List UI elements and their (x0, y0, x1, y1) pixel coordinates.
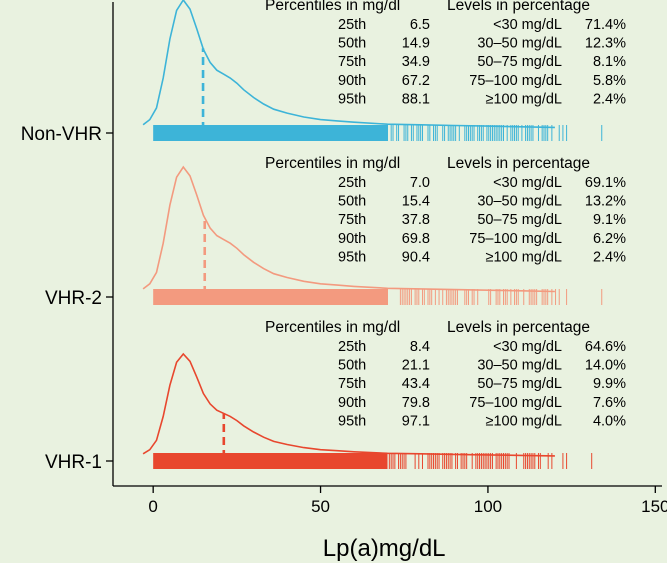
percentile-label: 75th (338, 212, 366, 228)
percentile-value: 15.4 (402, 194, 430, 210)
percentile-label: 95th (338, 413, 366, 429)
level-percentage: 7.6% (593, 395, 626, 411)
group-vhr-2: VHR-2 Percentiles in mg/dl Levels in perce… (45, 155, 626, 309)
level-percentage: 8.1% (593, 54, 626, 70)
level-percentage: 71.4% (585, 17, 626, 33)
percentile-value: 97.1 (402, 413, 430, 429)
level-percentage: 4.0% (593, 413, 626, 429)
level-range: 75–100 mg/dL (469, 395, 562, 411)
level-percentage: 9.9% (593, 376, 626, 392)
percentile-label: 25th (338, 339, 366, 355)
group-label: Non-VHR (21, 124, 102, 145)
group-label: VHR-1 (45, 452, 102, 473)
level-percentage: 14.0% (585, 358, 626, 374)
level-range: ≥100 mg/dL (486, 91, 562, 107)
x-axis-title: Lp(a)mg/dL (323, 535, 446, 562)
levels-header: Levels in percentage (447, 0, 590, 14)
x-tick-label: 150 (641, 497, 667, 516)
level-range: 50–75 mg/dL (477, 54, 562, 70)
level-range: 30–50 mg/dL (477, 36, 562, 52)
percentile-value: 90.4 (402, 249, 430, 265)
level-range: ≥100 mg/dL (486, 249, 562, 265)
level-percentage: 64.6% (585, 339, 626, 355)
x-tick-label: 50 (311, 497, 330, 516)
percentile-header: Percentiles in mg/dl (265, 319, 400, 336)
percentile-label: 50th (338, 358, 366, 374)
percentile-value: 7.0 (410, 175, 430, 191)
percentile-label: 50th (338, 194, 366, 210)
group-label: VHR-2 (45, 288, 102, 309)
percentile-label: 90th (338, 395, 366, 411)
level-range: 30–50 mg/dL (477, 194, 562, 210)
percentile-label: 75th (338, 54, 366, 70)
percentile-label: 75th (338, 376, 366, 392)
level-range: 30–50 mg/dL (477, 358, 562, 374)
group-panels: Non-VHR Percentiles in mg/dl Levels in per… (21, 0, 626, 473)
density-curve (142, 0, 555, 129)
level-percentage: 12.3% (585, 36, 626, 52)
level-percentage: 2.4% (593, 91, 626, 107)
level-range: <30 mg/dL (493, 17, 562, 33)
level-percentage: 9.1% (593, 212, 626, 228)
level-range: 50–75 mg/dL (477, 376, 562, 392)
percentile-value: 69.8 (402, 231, 430, 247)
percentile-header: Percentiles in mg/dl (265, 0, 400, 14)
density-curve (142, 165, 555, 293)
x-tick-label: 0 (148, 497, 157, 516)
level-percentage: 5.8% (593, 73, 626, 89)
percentile-label: 95th (338, 91, 366, 107)
percentile-label: 50th (338, 36, 366, 52)
percentile-label: 25th (338, 17, 366, 33)
rug-dense-band (153, 289, 388, 305)
level-percentage: 6.2% (593, 231, 626, 247)
level-range: <30 mg/dL (493, 175, 562, 191)
percentile-header: Percentiles in mg/dl (265, 155, 400, 172)
percentile-value: 34.9 (402, 54, 430, 70)
percentile-value: 88.1 (402, 91, 430, 107)
level-range: 75–100 mg/dL (469, 73, 562, 89)
rug-dense-band (153, 125, 388, 141)
percentile-label: 90th (338, 73, 366, 89)
level-percentage: 2.4% (593, 249, 626, 265)
level-range: 50–75 mg/dL (477, 212, 562, 228)
x-tick-label: 100 (474, 497, 502, 516)
rug-dense-band (153, 453, 388, 469)
level-range: <30 mg/dL (493, 339, 562, 355)
percentile-value: 14.9 (402, 36, 430, 52)
axes: 0 50 100 150 Lp(a)mg/dL (112, 2, 667, 562)
percentile-label: 90th (338, 231, 366, 247)
percentile-value: 6.5 (410, 17, 430, 33)
level-percentage: 69.1% (585, 175, 626, 191)
percentile-value: 8.4 (410, 339, 430, 355)
group-non-vhr: Non-VHR Percentiles in mg/dl Levels in per… (21, 0, 626, 145)
percentile-value: 43.4 (402, 376, 430, 392)
levels-header: Levels in percentage (447, 155, 590, 172)
percentile-value: 21.1 (402, 358, 430, 374)
percentile-label: 25th (338, 175, 366, 191)
percentile-label: 95th (338, 249, 366, 265)
levels-header: Levels in percentage (447, 319, 590, 336)
level-percentage: 13.2% (585, 194, 626, 210)
level-range: ≥100 mg/dL (486, 413, 562, 429)
group-vhr-1: VHR-1 Percentiles in mg/dl Levels in perce… (45, 319, 626, 473)
percentile-value: 79.8 (402, 395, 430, 411)
percentile-value: 67.2 (402, 73, 430, 89)
level-range: 75–100 mg/dL (469, 231, 562, 247)
percentile-value: 37.8 (402, 212, 430, 228)
